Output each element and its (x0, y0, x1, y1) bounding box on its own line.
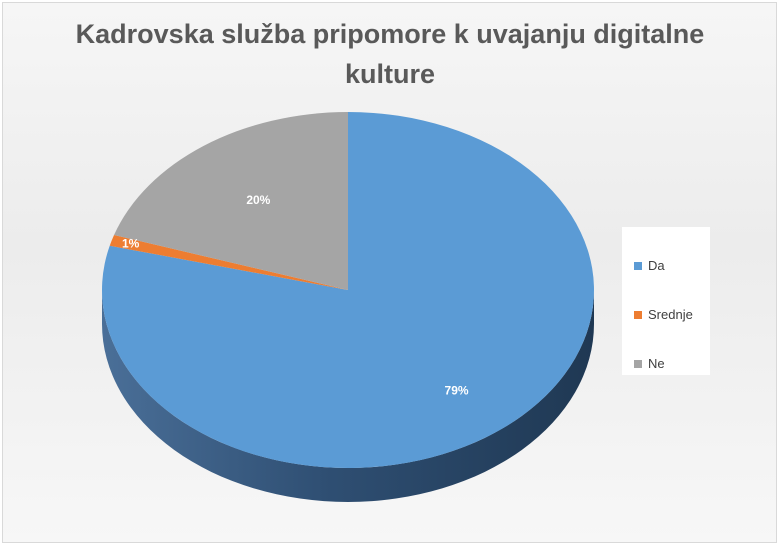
pie-slice-srednje (109, 234, 348, 290)
legend-label-srednje: Srednje (648, 307, 693, 322)
legend-label-ne: Ne (648, 356, 665, 371)
chart-title: Kadrovska služba pripomore k uvajanju di… (75, 19, 705, 89)
legend-item-da: Da (634, 241, 710, 290)
data-label-srednje: 1% (122, 236, 140, 250)
legend-item-ne: Ne (634, 339, 710, 388)
legend-swatch-ne (634, 359, 642, 368)
pie-side-wall (102, 290, 594, 502)
legend: Da Srednje Ne (622, 227, 710, 375)
data-label-da: 79% (445, 383, 469, 397)
legend-swatch-srednje (634, 310, 642, 319)
legend-item-srednje: Srednje (634, 290, 710, 339)
legend-swatch-da (634, 261, 642, 270)
data-label-ne: 20% (246, 193, 270, 207)
legend-label-da: Da (648, 258, 665, 273)
pie-slice-ne (114, 112, 348, 290)
